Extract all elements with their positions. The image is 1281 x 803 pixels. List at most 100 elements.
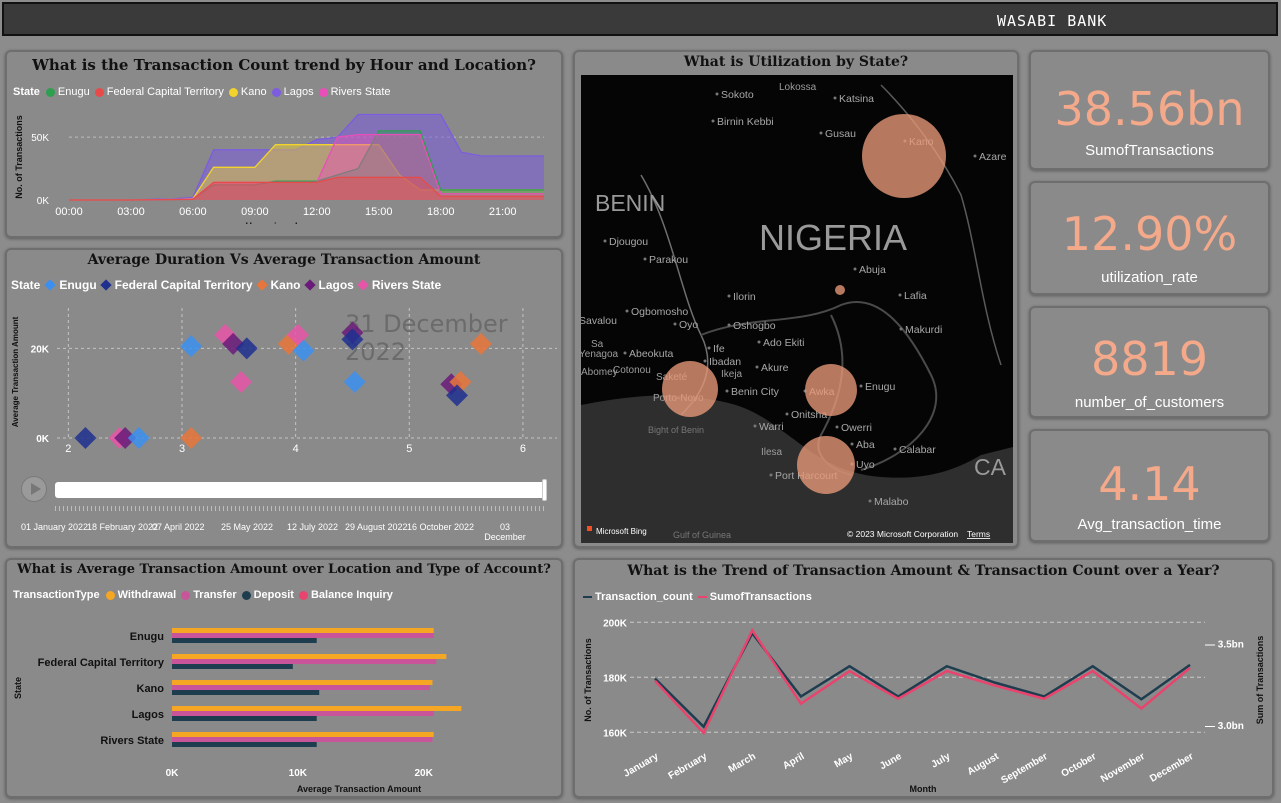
y-tick-label: Rivers State — [100, 735, 164, 747]
bar-chart[interactable]: 0K 10K 20K Enugu Federal Capital Territory Ka… — [7, 606, 561, 796]
x-tick-label: 2 — [65, 443, 71, 452]
utilization-bubble — [862, 114, 946, 198]
legend-label: Kano — [240, 86, 267, 98]
city-label: Katsina — [839, 93, 874, 105]
city-dot — [819, 131, 823, 135]
city-dot — [727, 323, 731, 327]
legend-item[interactable]: Enugu — [45, 86, 90, 98]
legend-label: Withdrawal — [117, 589, 177, 601]
legend-item[interactable]: Rivers State — [318, 86, 391, 98]
legend-item[interactable]: Lagos — [303, 278, 354, 292]
x-axis-title: Hours in a day — [245, 221, 307, 224]
bar-withdrawal — [172, 654, 447, 659]
timeline-handle[interactable] — [542, 479, 547, 501]
legend-label: SumofTransactions — [709, 591, 812, 603]
city-dot — [859, 384, 863, 388]
kpi-card-sum-transactions[interactable]: 38.56bn SumofTransactions — [1029, 50, 1270, 170]
city-label: Abomey — [581, 367, 618, 378]
terms-link[interactable]: Terms — [967, 529, 990, 539]
legend-item[interactable]: Rivers State — [357, 278, 442, 292]
legend-item[interactable]: Transaction_count — [583, 591, 693, 603]
hourly-trend-panel[interactable]: What is the Transaction Count trend by H… — [5, 50, 563, 238]
city-dot — [769, 473, 773, 477]
y2-tick-label: — 3.5bn — [1205, 639, 1244, 650]
water-label: Bight of Benin — [648, 425, 704, 435]
x-tick-label: 12:00 — [303, 206, 331, 218]
scatter-point — [292, 339, 315, 362]
kpi-card-utilization-rate[interactable]: 12.90% utilization_rate — [1029, 181, 1270, 295]
timeline-label: 18 February 2022 — [87, 522, 159, 532]
scatter-point — [341, 328, 364, 351]
country-label: CA — [974, 454, 1007, 480]
amount-by-location-panel[interactable]: What is Average Transaction Amount over … — [5, 558, 563, 798]
city-dot — [755, 365, 759, 369]
bar-deposit — [172, 742, 317, 747]
x-tick-label: January — [622, 751, 661, 780]
bar-withdrawal — [172, 628, 434, 633]
x-tick-label: 03:00 — [117, 206, 145, 218]
legend-label: Enugu — [59, 278, 97, 292]
duration-vs-amount-panel[interactable]: Average Duration Vs Average Transaction … — [5, 248, 563, 548]
city-label: Aba — [856, 439, 875, 451]
utilization-map-panel[interactable]: What is Utilization by State? NIGERIA BEN… — [573, 50, 1019, 548]
legend-item[interactable]: Federal Capital Territory — [94, 86, 224, 98]
utilization-bubble — [797, 436, 855, 494]
legend-item[interactable]: Balance Inquiry — [298, 589, 393, 601]
city-label: Azare — [979, 151, 1007, 163]
legend-item[interactable]: SumofTransactions — [697, 591, 812, 603]
line-series-sumoftransactions — [654, 627, 1191, 736]
city-dot — [835, 425, 839, 429]
panel-title: What is the Transaction Count trend by H… — [32, 56, 536, 74]
legend-item[interactable]: Kano — [228, 86, 267, 98]
scatter-chart[interactable]: 234560K20KTime per transactionsAverage T… — [7, 302, 561, 452]
legend-item[interactable]: Federal Capital Territory — [100, 278, 253, 292]
y-axis-title: Average Transaction Amount — [11, 316, 20, 427]
area-line-federal-capital-territory — [69, 176, 544, 201]
panel-title: What is Average Transaction Amount over … — [17, 562, 551, 577]
x-tick-label: 0K — [166, 768, 180, 779]
legend-item[interactable]: Kano — [255, 278, 301, 292]
chart-legend: Transaction_count SumofTransactions — [583, 591, 817, 603]
map[interactable]: NIGERIA BENIN CA Sokoto Katsina Birnin Kebbi G… — [581, 75, 1013, 543]
timeline-label: 29 August 2022 — [345, 522, 408, 532]
legend-label: Enugu — [57, 86, 90, 98]
panel-title: What is Utilization by State? — [683, 54, 909, 70]
city-label: Ilesa — [761, 447, 783, 458]
legend-label: Kano — [270, 278, 301, 292]
legend-item[interactable]: Enugu — [44, 278, 97, 292]
area-chart[interactable]: 0K 50K 00:00 03:00 06:00 09:00 12:00 15:00 18:00… — [7, 104, 561, 224]
city-dot — [727, 294, 731, 298]
legend-item[interactable]: Deposit — [241, 589, 294, 601]
line-chart[interactable]: 160K 180K 200K — 3.0bn — 3.5bn January Februar… — [575, 606, 1272, 796]
legend-diamond — [303, 279, 316, 291]
x-axis-title: Month — [910, 784, 937, 794]
x-tick-label: 6 — [520, 443, 526, 452]
y-tick-label: 160K — [603, 728, 628, 739]
x-tick-label: 00:00 — [55, 206, 83, 218]
kpi-card-customers[interactable]: 8819 number_of_customers — [1029, 306, 1270, 418]
city-label: Enugu — [865, 381, 896, 393]
city-label: Birnin Kebbi — [717, 116, 774, 128]
play-button[interactable] — [21, 476, 47, 502]
attribution-right: © 2023 Microsoft Corporation — [847, 529, 958, 539]
legend-diamond — [357, 279, 369, 291]
kpi-card-avg-transaction-time[interactable]: 4.14 Avg_transaction_time — [1029, 429, 1270, 542]
yearly-trend-panel[interactable]: What is the Trend of Transaction Amount … — [573, 558, 1274, 798]
timeline-slider[interactable] — [55, 479, 547, 501]
legend-item[interactable]: Withdrawal — [105, 589, 177, 601]
timeline-label: 25 May 2022 — [221, 522, 274, 532]
country-label: BENIN — [595, 190, 665, 216]
legend-label: Rivers State — [371, 278, 442, 292]
city-label: Cotonou — [613, 365, 651, 376]
x-tick-label: March — [727, 751, 758, 775]
panel-title: Average Duration Vs Average Transaction … — [87, 252, 481, 268]
bar-deposit — [172, 638, 317, 643]
legend-label: Deposit — [253, 589, 294, 601]
city-label: Makurdi — [905, 324, 942, 336]
legend-item[interactable]: Lagos — [271, 86, 314, 98]
legend-item[interactable]: Transfer — [181, 589, 237, 601]
y-axis-title: No. of Transactions — [583, 638, 593, 722]
timeline-label: 03 December — [484, 522, 526, 542]
x-tick-label: 3 — [179, 443, 185, 452]
country-label: NIGERIA — [759, 217, 907, 258]
